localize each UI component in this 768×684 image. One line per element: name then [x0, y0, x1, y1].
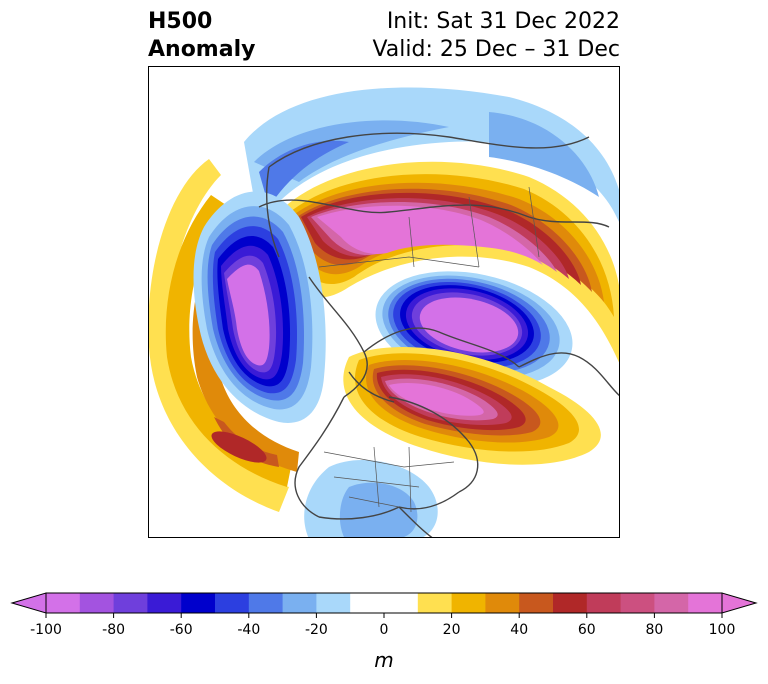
colorbar-cell	[586, 593, 622, 613]
greenland-positive-anomaly	[343, 347, 601, 465]
colorbar-cell	[417, 593, 453, 613]
title-line-1: H500	[148, 9, 213, 34]
colorbar: -100 -80 -60 -40 -20 0 20 40 60 80 100 m	[0, 580, 768, 680]
colorbar-tick-label: 100	[709, 622, 736, 638]
colorbar-cell	[248, 593, 284, 613]
colorbar-tick-label: -20	[305, 622, 328, 638]
colorbar-tick-label: 40	[510, 622, 528, 638]
colorbar-cell	[46, 593, 81, 613]
map-title: H500 Anomaly	[148, 8, 255, 64]
colorbar-svg: -100 -80 -60 -40 -20 0 20 40 60 80 100 m	[10, 592, 758, 672]
colorbar-cell	[485, 593, 520, 613]
colorbar-cell	[620, 593, 655, 613]
colorbar-tick-label: -60	[170, 622, 193, 638]
colorbar-cell	[384, 593, 419, 613]
colorbar-tick-label: 0	[380, 622, 389, 638]
title-line-2: Anomaly	[148, 37, 256, 62]
colorbar-cell	[282, 593, 317, 613]
map-svg	[149, 87, 619, 537]
pacific-negative-anomaly	[193, 191, 326, 423]
colorbar-extend-high	[721, 592, 758, 614]
colorbar-tick-label: -40	[237, 622, 260, 638]
colorbar-cells	[46, 593, 723, 613]
colorbar-cell	[316, 593, 351, 613]
colorbar-tick-label: 80	[645, 622, 663, 638]
colorbar-extend-low	[10, 592, 47, 614]
colorbar-cell	[350, 593, 385, 613]
arctic-negative-arc	[244, 87, 619, 227]
us-negative-anomaly	[304, 460, 438, 537]
eurasia-positive-anomaly	[274, 161, 619, 363]
colorbar-cell	[654, 593, 689, 613]
colorbar-tick-label: -80	[102, 622, 125, 638]
colorbar-cell	[451, 593, 486, 613]
coastlines	[258, 132, 619, 537]
valid-range: Valid: 25 Dec – 31 Dec	[372, 37, 620, 62]
colorbar-tick-label: -100	[30, 622, 62, 638]
anomaly-map	[148, 66, 620, 538]
init-time: Init: Sat 31 Dec 2022	[386, 9, 620, 34]
colorbar-tick-label: 60	[578, 622, 596, 638]
colorbar-tick-label: 20	[443, 622, 461, 638]
map-subtitle: Init: Sat 31 Dec 2022 Valid: 25 Dec – 31…	[372, 8, 620, 64]
colorbar-cell	[519, 593, 554, 613]
colorbar-ticks: -100 -80 -60 -40 -20 0 20 40 60 80 100	[30, 613, 735, 638]
colorbar-cell	[215, 593, 250, 613]
country-borders	[318, 186, 540, 513]
colorbar-cell	[553, 593, 588, 613]
colorbar-cell	[688, 593, 723, 613]
colorbar-cell	[147, 593, 182, 613]
colorbar-cell	[113, 593, 148, 613]
colorbar-cell	[79, 593, 115, 613]
colorbar-cell	[181, 593, 216, 613]
colorbar-unit: m	[374, 648, 393, 672]
